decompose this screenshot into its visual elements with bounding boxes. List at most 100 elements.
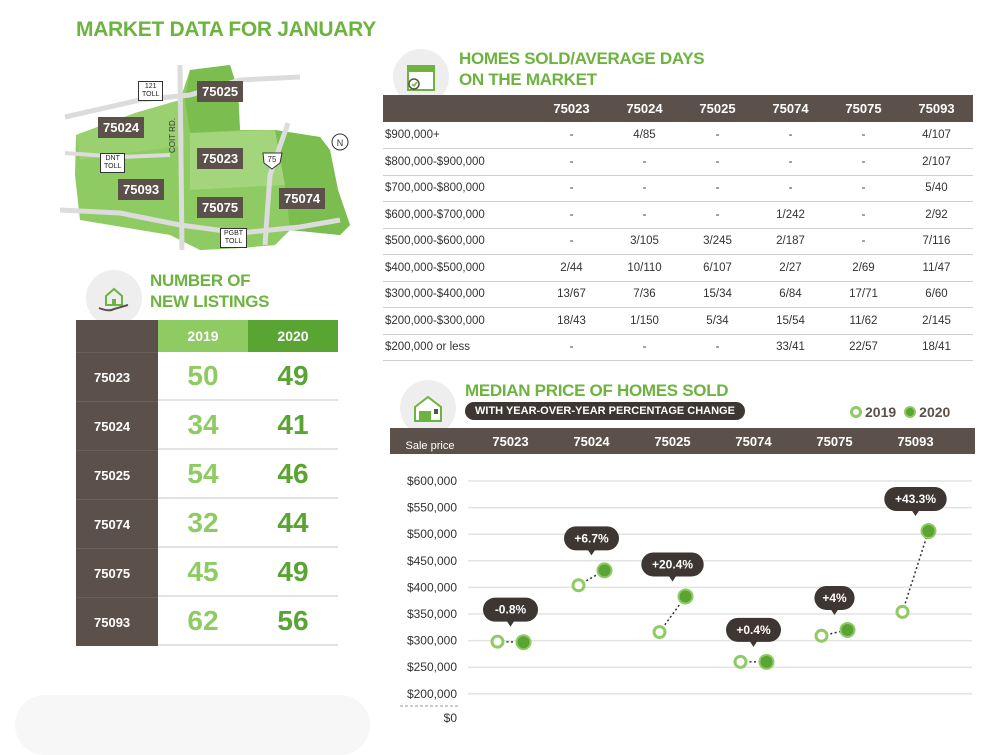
homes-sold-title: HOMES SOLD/AVERAGE DAYS ON THE MARKET bbox=[459, 48, 705, 90]
sold-col-header: 75074 bbox=[754, 95, 827, 122]
map-zip-75025: 75025 bbox=[197, 81, 244, 102]
listing-zip: 75023 bbox=[76, 352, 158, 401]
median-col-header: 75074 bbox=[735, 433, 772, 449]
point-2019 bbox=[652, 625, 667, 640]
median-price-subtitle: WITH YEAR-OVER-YEAR PERCENTAGE CHANGE bbox=[465, 402, 745, 420]
change-callout-bubble bbox=[814, 585, 855, 610]
sold-cell: 5/34 bbox=[681, 307, 754, 335]
median-price-chart: $600,000 $550,000 $500,000 $450,000 $400,000… bbox=[400, 474, 972, 725]
listing-zip: 75025 bbox=[76, 450, 158, 499]
sold-cell: - bbox=[681, 175, 754, 202]
y-tick-label: $350,000 bbox=[407, 607, 457, 621]
table-row: $600,000-$700,000- - -1/242-2/92 bbox=[383, 201, 973, 229]
listing-2020-value: 41 bbox=[248, 401, 338, 450]
listing-2019-value: 54 bbox=[158, 450, 248, 499]
listings-header-row: 2019 2020 bbox=[76, 320, 338, 352]
table-row: 75023 50 49 bbox=[76, 352, 338, 401]
sold-cell: 2/107 bbox=[900, 148, 973, 176]
change-callout-bubble bbox=[726, 617, 781, 642]
sold-cell: - bbox=[827, 122, 900, 149]
table-row: 75075 45 49 bbox=[76, 548, 338, 597]
homes-sold-table: 75023 75024 75025 75074 75075 75093 $900… bbox=[383, 95, 973, 361]
north-icon: N bbox=[337, 138, 344, 148]
listing-zip: 75075 bbox=[76, 548, 158, 597]
toll-121-label: 121 TOLL bbox=[138, 81, 164, 101]
price-range-label: $200,000-$300,000 bbox=[383, 307, 535, 335]
sold-cell: - bbox=[681, 201, 754, 229]
sold-cell: - bbox=[827, 201, 900, 229]
sold-header-corner bbox=[383, 95, 535, 122]
median-col-header: 75025 bbox=[654, 433, 691, 449]
sold-cell: 17/71 bbox=[827, 281, 900, 308]
legend-2020-marker bbox=[904, 406, 917, 418]
table-row: 75024 34 41 bbox=[76, 401, 338, 450]
listing-2020-value: 56 bbox=[248, 597, 338, 646]
sold-cell: 4/107 bbox=[900, 122, 973, 149]
sold-cell: 2/27 bbox=[754, 254, 827, 282]
sold-cell: - bbox=[608, 175, 681, 202]
sold-cell: 15/54 bbox=[754, 307, 827, 335]
legend-2019-label: 2019 bbox=[865, 404, 897, 420]
change-callout-bubble bbox=[483, 597, 538, 622]
listings-title: NUMBER OF NEW LISTINGS bbox=[150, 270, 269, 312]
pgbt-toll-label: PGBT TOLL bbox=[220, 228, 248, 248]
y-tick-label: $500,000 bbox=[407, 527, 457, 541]
legend-2020-label: 2020 bbox=[919, 404, 951, 420]
legend-item-2020: 2020 bbox=[904, 404, 950, 420]
y-tick-label: $250,000 bbox=[407, 660, 457, 674]
map-zip-75075: 75075 bbox=[197, 197, 244, 218]
map-zip-75093: 75093 bbox=[118, 179, 165, 200]
point-2019 bbox=[490, 634, 505, 649]
change-label: +20.4% bbox=[652, 557, 693, 571]
sold-cell: 11/47 bbox=[900, 254, 973, 282]
y-tick-label: $0 bbox=[444, 711, 458, 725]
page-title: MARKET DATA FOR JANUARY bbox=[76, 18, 376, 41]
sold-cell: 6/84 bbox=[754, 281, 827, 308]
sold-cell: 18/41 bbox=[900, 334, 973, 361]
table-row: $300,000-$400,000 13/67 7/36 15/34 6/84 17/71… bbox=[383, 281, 973, 308]
sold-cell: 3/105 bbox=[608, 228, 681, 255]
sold-header-row: 75023 75024 75025 75074 75075 75093 bbox=[383, 95, 973, 122]
change-connector bbox=[901, 530, 930, 613]
sold-cell: 15/34 bbox=[681, 281, 754, 308]
sold-cell: 6/60 bbox=[900, 281, 973, 308]
y-tick-label: $450,000 bbox=[407, 554, 457, 568]
sold-cell: 3/245 bbox=[681, 228, 754, 255]
sold-cell: 4/85 bbox=[608, 122, 681, 149]
map-zip-75024: 75024 bbox=[98, 117, 145, 138]
point-2020 bbox=[920, 523, 937, 540]
sold-cell: - bbox=[608, 201, 681, 229]
median-col-header: 75075 bbox=[816, 433, 853, 449]
sold-cell: 18/43 bbox=[535, 307, 608, 335]
price-range-label: $400,000-$500,000 bbox=[383, 254, 535, 282]
sold-cell: 10/110 bbox=[608, 254, 681, 282]
table-row: $500,000-$600,000-3/105 3/245 2/187-7/116 bbox=[383, 228, 973, 255]
sold-cell: 7/36 bbox=[608, 281, 681, 308]
table-row: $700,000-$800,000- - - - -5/40 bbox=[383, 175, 973, 202]
sold-cell: - bbox=[827, 175, 900, 202]
change-label: -0.8% bbox=[495, 603, 527, 617]
sold-cell: - bbox=[608, 148, 681, 176]
listing-zip: 75074 bbox=[76, 499, 158, 548]
sold-cell: 5/40 bbox=[900, 175, 973, 202]
sold-cell: - bbox=[681, 122, 754, 149]
sold-cell: - bbox=[827, 148, 900, 176]
listing-2019-value: 34 bbox=[158, 401, 248, 450]
table-row: 75093 62 56 bbox=[76, 597, 338, 646]
sold-cell: 22/57 bbox=[827, 334, 900, 361]
listing-zip: 75024 bbox=[76, 401, 158, 450]
change-callout-pointer bbox=[830, 608, 839, 615]
sold-cell: 2/145 bbox=[900, 307, 973, 335]
point-2020 bbox=[515, 634, 532, 651]
listings-title-line2: NEW LISTINGS bbox=[150, 292, 270, 311]
point-2020 bbox=[839, 621, 856, 638]
sold-cell: 2/187 bbox=[754, 228, 827, 255]
point-2019 bbox=[733, 654, 748, 669]
point-2020 bbox=[677, 588, 694, 605]
change-callout-bubble bbox=[564, 526, 619, 551]
sold-cell: - bbox=[681, 148, 754, 176]
median-col-header: 75024 bbox=[573, 433, 610, 449]
sold-cell: 2/44 bbox=[535, 254, 608, 282]
point-2019 bbox=[814, 628, 829, 643]
change-label: +0.4% bbox=[736, 623, 771, 637]
